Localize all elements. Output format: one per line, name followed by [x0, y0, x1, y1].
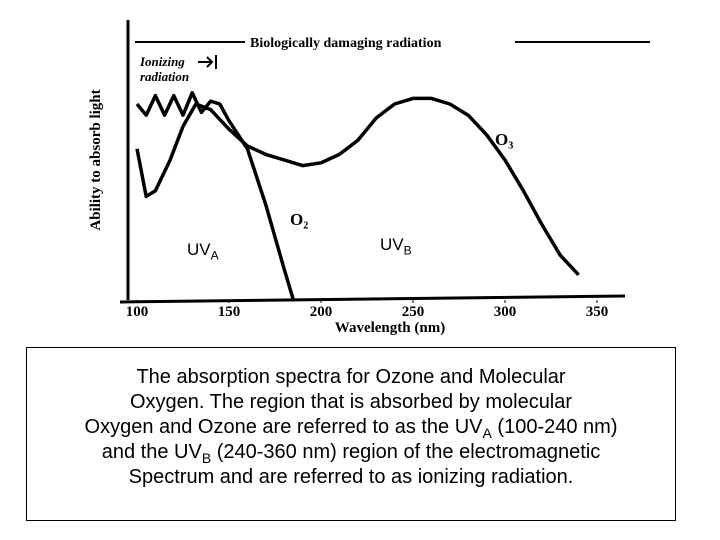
uv-label: UVA — [187, 240, 219, 262]
caption-text: The absorption spectra for Ozone and Mol… — [136, 366, 566, 388]
caption-line: Oxygen and Ozone are referred to as the … — [27, 415, 675, 440]
line-series — [135, 91, 296, 301]
caption-line: Spectrum and are referred to as ionizing… — [27, 465, 675, 490]
caption-text: Oxygen and Ozone are referred to as the … — [84, 416, 483, 438]
caption-text: Oxygen. The region that is absorbed by m… — [129, 391, 573, 413]
caption-line: and the UVB (240-360 nm) region of the e… — [27, 440, 675, 465]
x-tick-label: 100 — [126, 304, 149, 320]
uv-label: UVB — [380, 235, 412, 257]
y-axis-label: Ability to absorb light — [88, 89, 104, 230]
x-tick-label: 300 — [494, 304, 517, 320]
x-tick-label: 350 — [586, 304, 609, 320]
uv-sub: B — [403, 243, 412, 258]
annotation: radiation — [140, 69, 189, 84]
caption-line: The absorption spectra for Ozone and Mol… — [27, 365, 675, 390]
annotation: Ionizing — [139, 54, 185, 69]
x-axis-label: Wavelength (nm) — [335, 320, 445, 336]
caption-text: (240-360 nm) region of the electromagnet… — [211, 441, 601, 463]
caption-text: and the UV — [101, 441, 202, 463]
uv-text: UV — [187, 240, 211, 259]
caption-text: Spectrum and are referred to as ionizing… — [128, 466, 574, 488]
annotation: Biologically damaging radiation — [250, 36, 442, 51]
line-series — [135, 96, 580, 276]
x-tick-label: 150 — [218, 304, 241, 320]
uv-text: UV — [380, 235, 404, 254]
caption-text: (100-240 nm) — [491, 416, 618, 438]
bracket-marker — [198, 55, 217, 69]
chart: Biologically damaging radiation Ionizing… — [88, 20, 650, 336]
x-tick-label: 200 — [310, 304, 333, 320]
caption: The absorption spectra for Ozone and Mol… — [26, 347, 676, 521]
caption-subscript: A — [482, 425, 492, 441]
x-axis — [119, 294, 626, 304]
caption-line: Oxygen. The region that is absorbed by m… — [27, 390, 675, 415]
series-label: O₂ — [290, 210, 308, 229]
x-tick-label: 250 — [402, 304, 425, 320]
uv-sub: A — [210, 248, 219, 263]
series-label: O₃ — [495, 130, 513, 149]
caption-subscript: B — [201, 450, 212, 466]
